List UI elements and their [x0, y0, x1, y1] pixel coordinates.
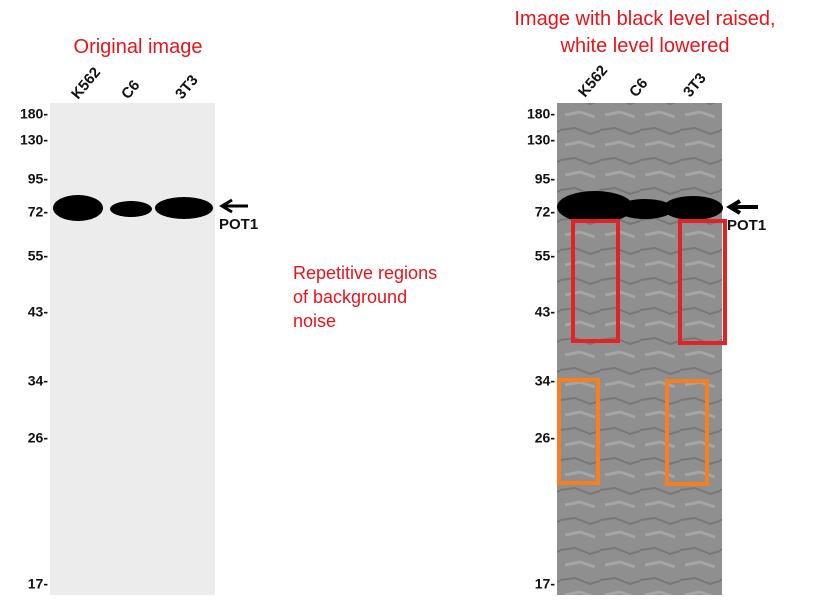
band — [110, 201, 152, 217]
marker-label: 72- — [28, 204, 49, 220]
marker-label: 17- — [535, 576, 556, 592]
marker-label: 26- — [535, 430, 556, 446]
note: of background — [293, 287, 407, 307]
panel-title: Original image — [74, 36, 203, 58]
lane-label: C6 — [626, 75, 651, 101]
band — [617, 199, 673, 219]
panel-title: Image with black level raised, — [514, 8, 775, 30]
marker-label: 55- — [28, 248, 49, 264]
marker-label: 43- — [535, 304, 556, 320]
band-label: POT1 — [219, 216, 258, 233]
marker-label: 95- — [535, 171, 556, 187]
arrow — [219, 198, 248, 214]
highlight-box — [678, 219, 727, 345]
highlight-box — [557, 378, 600, 485]
marker-label: 130- — [20, 132, 48, 148]
lane-label: 3T3 — [172, 72, 202, 103]
arrow — [726, 199, 758, 215]
band — [53, 195, 103, 221]
marker-label: 17- — [28, 576, 49, 592]
note: noise — [293, 311, 336, 331]
marker-label: 43- — [28, 304, 49, 320]
note: Repetitive regions — [293, 263, 437, 283]
band-label: POT1 — [727, 217, 766, 234]
marker-label: 26- — [28, 430, 49, 446]
marker-label: 130- — [527, 132, 555, 148]
marker-label: 72- — [535, 204, 556, 220]
lane-label: C6 — [118, 77, 143, 103]
marker-label: 34- — [28, 373, 49, 389]
band — [663, 196, 723, 220]
marker-label: 55- — [535, 248, 556, 264]
lane-label: 3T3 — [680, 70, 710, 101]
lane-label: K562 — [68, 64, 104, 102]
marker-label: 34- — [535, 373, 556, 389]
marker-label: 180- — [527, 106, 555, 122]
band — [557, 191, 633, 223]
marker-label: 95- — [28, 171, 49, 187]
blot-adjusted — [557, 103, 722, 595]
highlight-box — [571, 219, 620, 343]
lane-label: K562 — [575, 62, 611, 100]
blot-original — [50, 103, 215, 595]
marker-label: 180- — [20, 106, 48, 122]
band — [155, 197, 213, 219]
highlight-box — [665, 379, 709, 486]
panel-title: white level lowered — [560, 35, 730, 57]
